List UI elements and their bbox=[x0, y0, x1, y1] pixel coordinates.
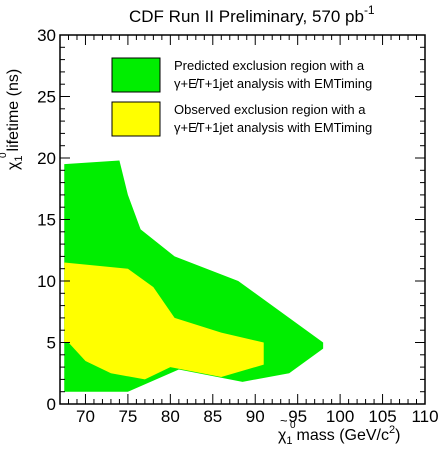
x-axis-title: χ1 mass (GeV/c2) bbox=[278, 424, 400, 447]
y-tick-label: 10 bbox=[37, 272, 56, 291]
x-tick-label: 70 bbox=[76, 407, 95, 426]
y-tick-label: 20 bbox=[37, 149, 56, 168]
chart-title: CDF Run II Preliminary, 570 pb-1 bbox=[129, 3, 375, 26]
y-tick-label: 25 bbox=[37, 88, 56, 107]
x-tick-label: 75 bbox=[118, 407, 137, 426]
y-axis-title: χ1 lifetime (ns) bbox=[5, 69, 25, 170]
x-tick-label: 90 bbox=[246, 407, 265, 426]
x-tick-label: 105 bbox=[368, 407, 396, 426]
y-axis-subscript: 1 bbox=[13, 155, 25, 161]
y-axis-title-group: χ1 lifetime (ns) ~ 0 bbox=[0, 69, 25, 170]
legend-entry-observed-line1: Observed exclusion region with a bbox=[174, 102, 366, 117]
y-axis-tilde: ~ bbox=[0, 160, 6, 168]
legend-entry-observed-line2: γ+E̸T+1jet analysis with EMTiming bbox=[174, 120, 372, 135]
y-tick-label: 30 bbox=[37, 26, 56, 45]
legend-entry-observed-swatch bbox=[111, 101, 161, 137]
exclusion-regions bbox=[64, 160, 324, 392]
legend-entry-predicted-swatch bbox=[111, 57, 161, 93]
x-axis-superscript: 2 bbox=[389, 424, 395, 436]
x-tick-label: 100 bbox=[326, 407, 354, 426]
title-superscript: -1 bbox=[364, 3, 375, 17]
x-axis-close: ) bbox=[395, 427, 400, 444]
legend: Predicted exclusion region with a γ+E̸T+1… bbox=[111, 57, 372, 137]
x-axis-zero: 0 bbox=[290, 420, 296, 431]
x-axis-symbol: χ bbox=[278, 427, 287, 444]
legend-entry-predicted-line2: γ+E̸T+1jet analysis with EMTiming bbox=[174, 76, 372, 91]
x-tick-label: 95 bbox=[288, 407, 307, 426]
y-tick-label: 0 bbox=[47, 395, 56, 414]
observed-exclusion-region bbox=[64, 262, 264, 380]
y-axis-symbol: χ bbox=[5, 161, 22, 170]
legend-entry-predicted-line1: Predicted exclusion region with a bbox=[174, 58, 365, 73]
x-tick-label: 80 bbox=[161, 407, 180, 426]
x-axis-tilde: ~ bbox=[280, 413, 288, 428]
x-axis-label: mass (GeV/c bbox=[297, 427, 389, 444]
x-tick-label: 110 bbox=[411, 407, 438, 426]
y-tick-label: 5 bbox=[47, 334, 56, 353]
x-axis-subscript: 1 bbox=[286, 435, 292, 447]
x-tick-label: 85 bbox=[203, 407, 222, 426]
y-axis-zero: 0 bbox=[0, 152, 9, 158]
y-axis-label: lifetime (ns) bbox=[5, 69, 22, 152]
axis-ticks: 70 75 80 85 90 95 100 105 110 0 5 10 15 20 25 30 bbox=[37, 26, 438, 426]
y-tick-label: 15 bbox=[37, 211, 56, 230]
